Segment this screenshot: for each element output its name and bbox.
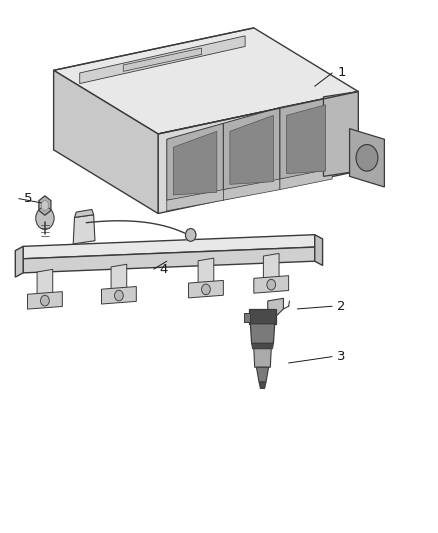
Polygon shape bbox=[256, 367, 268, 382]
Polygon shape bbox=[23, 235, 315, 259]
Polygon shape bbox=[73, 215, 95, 244]
Polygon shape bbox=[188, 280, 223, 298]
Polygon shape bbox=[158, 92, 358, 214]
Text: 2: 2 bbox=[337, 300, 346, 313]
Circle shape bbox=[185, 229, 196, 241]
Polygon shape bbox=[123, 48, 201, 71]
Polygon shape bbox=[230, 115, 273, 184]
Polygon shape bbox=[252, 343, 273, 349]
Circle shape bbox=[41, 295, 49, 306]
Polygon shape bbox=[23, 247, 315, 273]
Polygon shape bbox=[286, 105, 325, 174]
Polygon shape bbox=[263, 253, 279, 284]
Polygon shape bbox=[244, 313, 251, 322]
Polygon shape bbox=[323, 92, 358, 176]
Polygon shape bbox=[254, 276, 289, 293]
Polygon shape bbox=[15, 246, 23, 277]
Text: 4: 4 bbox=[159, 263, 167, 276]
Polygon shape bbox=[28, 292, 62, 309]
Circle shape bbox=[267, 279, 276, 290]
Circle shape bbox=[36, 207, 54, 229]
Polygon shape bbox=[223, 179, 280, 200]
Polygon shape bbox=[198, 258, 214, 289]
Polygon shape bbox=[102, 287, 136, 304]
Polygon shape bbox=[350, 128, 385, 187]
Polygon shape bbox=[167, 190, 223, 211]
Polygon shape bbox=[173, 131, 217, 195]
Polygon shape bbox=[53, 28, 358, 134]
Polygon shape bbox=[250, 309, 276, 324]
Polygon shape bbox=[111, 264, 127, 295]
Polygon shape bbox=[42, 200, 48, 211]
Polygon shape bbox=[268, 298, 283, 316]
Polygon shape bbox=[37, 269, 53, 300]
Polygon shape bbox=[251, 324, 275, 343]
Polygon shape bbox=[223, 108, 280, 190]
Circle shape bbox=[356, 144, 378, 171]
Polygon shape bbox=[280, 168, 332, 190]
Polygon shape bbox=[254, 349, 271, 367]
Polygon shape bbox=[280, 97, 332, 179]
Polygon shape bbox=[80, 36, 245, 84]
Polygon shape bbox=[39, 196, 51, 215]
Polygon shape bbox=[74, 209, 94, 217]
Text: 5: 5 bbox=[24, 192, 32, 205]
Polygon shape bbox=[53, 70, 158, 214]
Polygon shape bbox=[315, 235, 322, 265]
Circle shape bbox=[115, 290, 123, 301]
Circle shape bbox=[201, 284, 210, 295]
Text: 1: 1 bbox=[337, 67, 346, 79]
Polygon shape bbox=[167, 123, 223, 200]
Text: 3: 3 bbox=[337, 350, 346, 363]
Polygon shape bbox=[259, 382, 266, 389]
